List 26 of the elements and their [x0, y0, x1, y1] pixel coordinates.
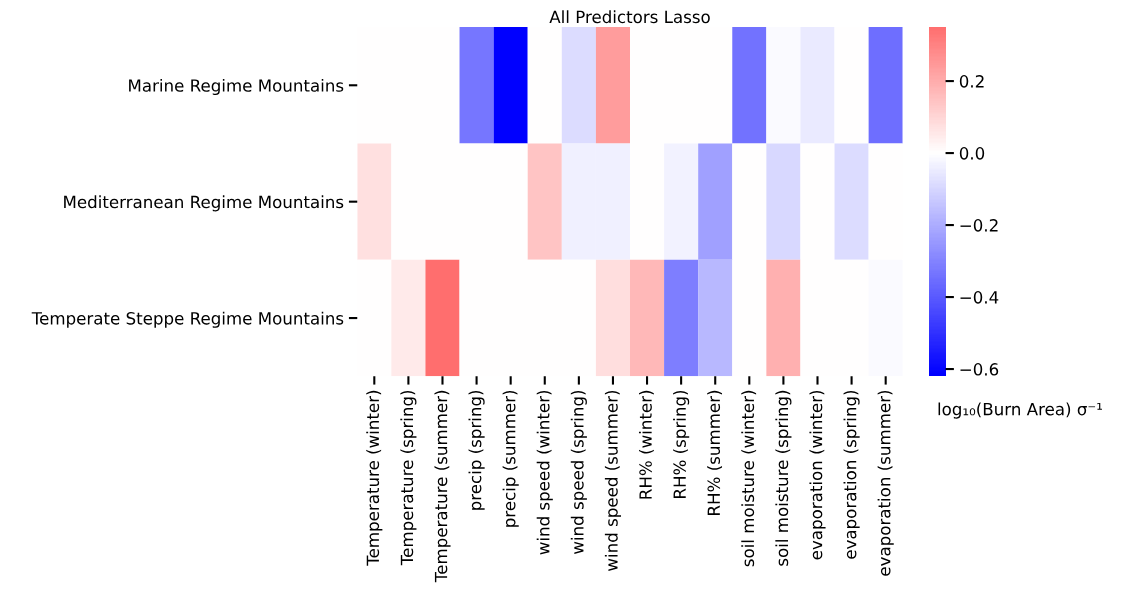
x-tick-label: soil moisture (winter)	[741, 390, 757, 567]
color-bar-label: 0.0	[959, 147, 985, 160]
x-tick-label: wind speed (winter)	[536, 390, 553, 555]
x-tick-label: RH% (spring)	[673, 390, 690, 498]
x-tick-label: RH% (winter)	[638, 390, 654, 499]
x-tick-label: wind speed (spring)	[570, 390, 587, 554]
color-bar-label: 0.2	[959, 75, 984, 88]
color-bar-label: −0.6	[960, 363, 999, 376]
color-bar-label: −0.2	[960, 219, 998, 232]
x-tick-label: evaporation (spring)	[843, 390, 860, 559]
y-tick-label: Marine Regime Mountains	[129, 78, 344, 96]
x-tick-label: precip (spring)	[468, 390, 485, 510]
x-tick-label: wind speed (summer)	[604, 390, 622, 571]
x-tick-label: evaporation (summer)	[877, 390, 894, 576]
chart-title: All Predictors Lasso	[549, 10, 710, 24]
color-bar-label: −0.4	[960, 291, 999, 304]
y-tick-label: Mediterranean Regime Mountains	[64, 195, 344, 212]
x-tick-label: soil moisture (spring)	[775, 390, 792, 566]
x-tick-label: RH% (summer)	[707, 390, 723, 515]
color-bar-title: log₁₀(Burn Area) σ⁻¹	[938, 402, 1102, 419]
x-tick-label: Temperature (summer)	[434, 390, 451, 583]
y-tick-label: Temperate Steppe Regime Mountains	[31, 311, 344, 328]
x-tick-label: Temperature (spring)	[400, 390, 417, 566]
x-tick-label: evaporation (winter)	[809, 390, 826, 560]
x-tick-label: precip (summer)	[502, 390, 519, 527]
x-tick-label: Temperature (winter)	[366, 390, 383, 566]
